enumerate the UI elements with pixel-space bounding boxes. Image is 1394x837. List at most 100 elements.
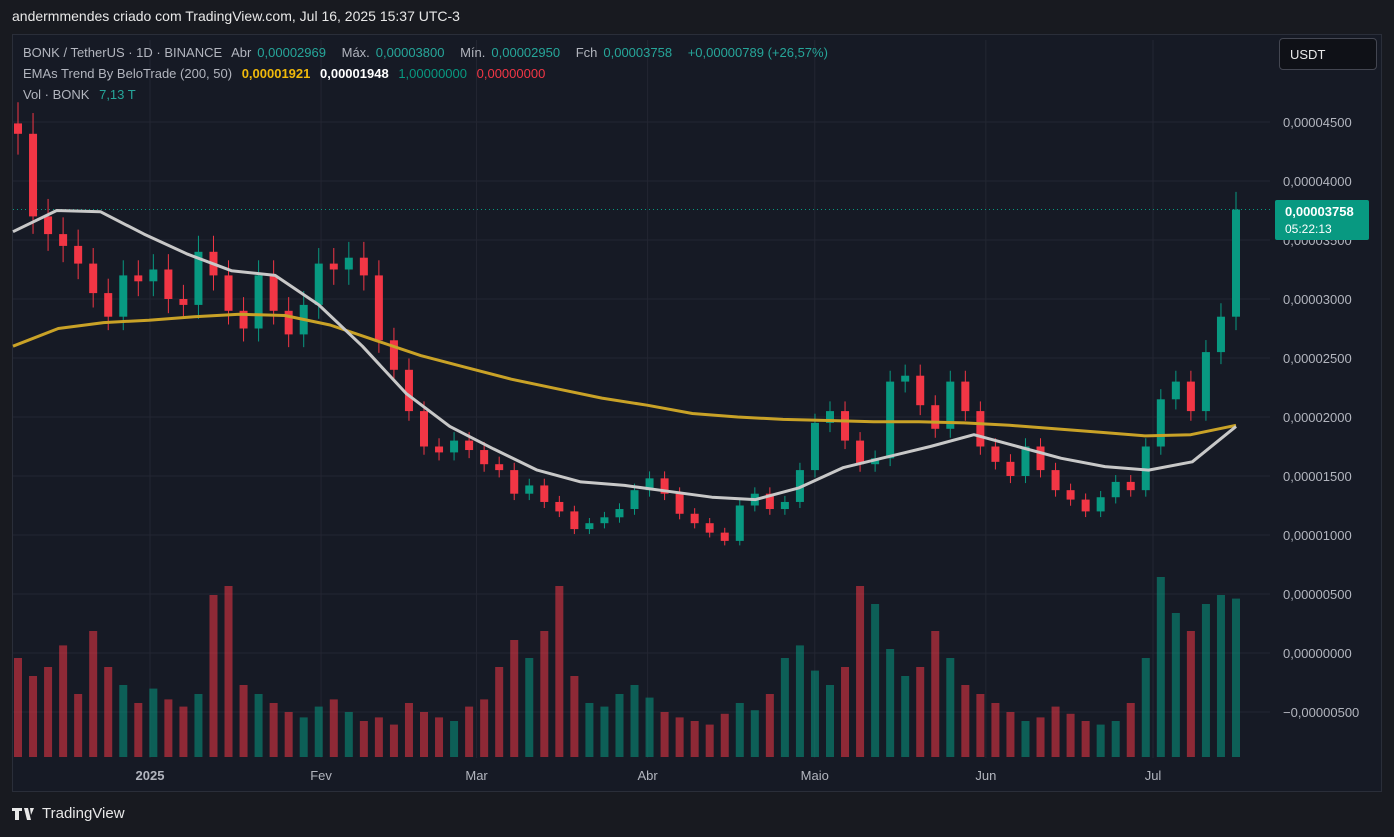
tradingview-brand[interactable]: TradingView <box>12 805 125 822</box>
candle-body <box>344 257 353 270</box>
candle-body <box>359 257 368 276</box>
volume-bar <box>1126 703 1135 757</box>
volume-bar <box>314 706 323 757</box>
volume-bar <box>74 694 83 757</box>
candle-body <box>720 532 729 541</box>
candle-body <box>74 245 83 264</box>
volume-bar <box>149 688 158 757</box>
volume-bar <box>1171 613 1180 757</box>
volume-bar <box>1066 713 1075 757</box>
volume-bar <box>1141 658 1150 757</box>
bar-countdown: 05:22:13 <box>1285 222 1332 236</box>
open-label: Abr <box>231 45 252 60</box>
volume-bar <box>194 694 203 757</box>
volume-bar <box>1216 595 1225 757</box>
ema50-line <box>12 209 1237 502</box>
candle-body <box>1171 381 1180 400</box>
candle-body <box>510 470 519 494</box>
volume-bar <box>404 703 413 757</box>
volume-bar <box>359 721 368 757</box>
volume-bar <box>735 703 744 757</box>
volume-bar <box>826 685 834 757</box>
candle-body <box>480 450 489 465</box>
candle-body <box>765 493 774 510</box>
candle-body <box>1156 399 1165 447</box>
volume-bar <box>1081 721 1090 757</box>
volume-bar <box>810 670 819 757</box>
candle-body <box>615 509 624 518</box>
volume-bar <box>615 694 624 757</box>
brand-name: TradingView <box>42 805 125 822</box>
candle-body <box>705 523 714 533</box>
volume-bar <box>329 699 338 757</box>
y-tick-label: 0,00003000 <box>1283 292 1352 307</box>
candle-body <box>645 478 654 491</box>
x-tick-label: Abr <box>637 768 658 783</box>
volume-bar <box>389 724 398 757</box>
candle-body <box>675 493 684 514</box>
volume-bar <box>374 717 383 757</box>
candle-body <box>179 299 188 305</box>
candle-body <box>134 275 143 282</box>
y-tick-label: 0,00004000 <box>1283 174 1352 189</box>
volume-bar <box>495 667 504 757</box>
volume-bar <box>600 706 609 757</box>
candle-body <box>991 446 1000 462</box>
candle-body <box>1066 490 1075 500</box>
volume-bar <box>1232 598 1240 757</box>
low-label: Mín. <box>460 45 486 60</box>
ema-signal-1: 1,00000000 <box>398 66 467 81</box>
ema-indicator-name[interactable]: EMAs Trend By BeloTrade (200, 50) <box>23 66 233 81</box>
last-price: 0,00003758 <box>1285 204 1354 219</box>
x-tick-label: Jun <box>975 768 996 783</box>
candle-body <box>420 411 428 447</box>
candle-body <box>29 133 38 217</box>
candle-body <box>916 375 925 406</box>
candle-body <box>450 440 459 453</box>
candle-body <box>465 440 474 451</box>
volume-bar <box>284 712 293 757</box>
candle-body <box>600 517 609 524</box>
candle-body <box>780 501 789 510</box>
y-tick-label: 0,00001000 <box>1283 528 1352 543</box>
x-tick-label: Mar <box>465 768 488 783</box>
volume-bar <box>1111 721 1120 757</box>
candle-body <box>149 269 158 282</box>
volume-bar <box>525 658 534 757</box>
close-label: Fch <box>575 45 598 60</box>
volume-bar <box>705 724 714 757</box>
candle-body <box>1021 446 1030 476</box>
volume-bar <box>450 721 459 757</box>
volume-bar <box>420 712 428 757</box>
candle-body <box>630 490 639 510</box>
candle-body <box>59 234 68 246</box>
volume-bar <box>645 697 654 757</box>
candle-body <box>495 464 504 471</box>
volume-bar <box>89 631 98 757</box>
volume-bar <box>570 676 579 757</box>
volume-bar <box>435 717 444 757</box>
volume-bar <box>946 658 955 757</box>
candle-body <box>194 251 203 305</box>
candle-body <box>1216 316 1225 353</box>
volume-bar <box>555 586 564 757</box>
high-value: 0,00003800 <box>375 45 445 60</box>
volume-bar <box>29 676 38 757</box>
last-price-tag: 0,00003758 05:22:13 <box>1275 200 1369 240</box>
high-label: Máx. <box>341 45 370 60</box>
candle-body <box>389 340 398 370</box>
candle-body <box>1186 381 1195 412</box>
currency-button[interactable]: USDT <box>1279 38 1377 70</box>
candle-body <box>961 381 970 412</box>
candle-body <box>164 269 173 299</box>
y-tick-label: 0,00001500 <box>1283 469 1352 484</box>
ema200-line <box>12 312 1237 438</box>
volume-label[interactable]: Vol · BONK <box>23 87 90 102</box>
symbol-name[interactable]: BONK / TetherUS · 1D · BINANCE <box>23 45 223 60</box>
symbol-legend: BONK / TetherUS · 1D · BINANCE Abr 0,0000… <box>23 45 834 60</box>
candle-body <box>1051 470 1060 491</box>
volume-bar <box>239 685 248 757</box>
candle-body <box>585 523 594 530</box>
volume-bar <box>299 717 308 757</box>
